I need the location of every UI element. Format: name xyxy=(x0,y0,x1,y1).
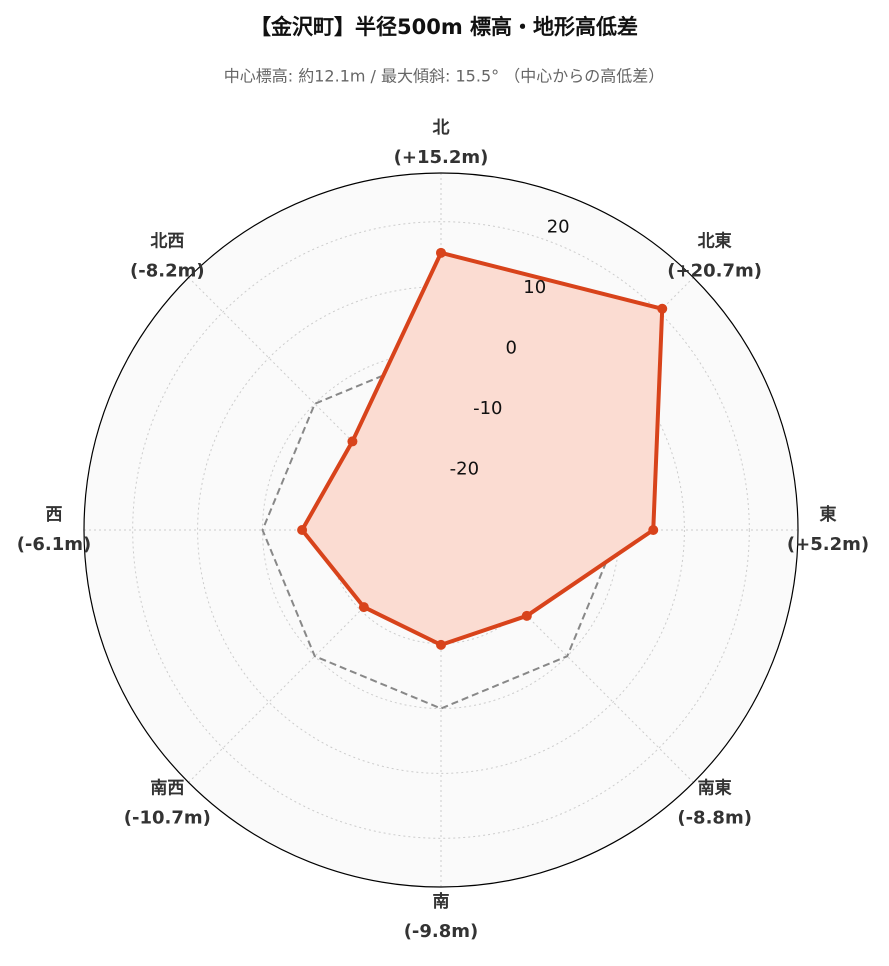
axis-label: 東 xyxy=(820,504,837,525)
axis-value-label: (+20.7m) xyxy=(667,260,762,281)
axis-label: 西 xyxy=(46,505,63,525)
data-point xyxy=(657,303,668,314)
r-tick-label: 10 xyxy=(523,277,546,298)
axis-label: 南東 xyxy=(698,778,732,799)
axis-value-label: (+5.2m) xyxy=(787,534,869,555)
r-tick-label: -20 xyxy=(450,459,479,480)
axis-value-label: (-8.8m) xyxy=(677,808,752,829)
data-point xyxy=(436,247,446,258)
data-point xyxy=(358,602,369,613)
r-tick-label: 0 xyxy=(506,338,517,359)
chart-title: 【金沢町】半径500m 標高・地形高低差 xyxy=(250,15,638,39)
axis-value-label: (-10.7m) xyxy=(124,808,211,829)
r-tick-label: 20 xyxy=(547,217,570,238)
outer-circle xyxy=(83,172,799,888)
axis-label: 北 xyxy=(433,118,450,138)
axis-label: 北西 xyxy=(150,231,184,251)
data-point xyxy=(347,436,358,447)
data-point xyxy=(521,610,532,621)
data-point xyxy=(297,525,308,535)
data-point xyxy=(436,639,446,650)
chart-subtitle: 中心標高: 約12.1m / 最大傾斜: 15.5° （中心からの高低差） xyxy=(224,67,664,86)
axis-value-label: (-9.8m) xyxy=(404,921,479,942)
data-point xyxy=(648,525,659,535)
axis-value-label: (+15.2m) xyxy=(394,147,489,168)
axis-value-label: (-6.1m) xyxy=(17,534,92,555)
axis-value-label: (-8.2m) xyxy=(130,260,205,281)
axis-label: 南西 xyxy=(150,778,184,799)
grid-circle xyxy=(132,221,750,839)
axis-label: 南 xyxy=(433,891,450,912)
r-tick-label: -10 xyxy=(473,398,502,419)
axis-label: 北東 xyxy=(698,230,732,251)
